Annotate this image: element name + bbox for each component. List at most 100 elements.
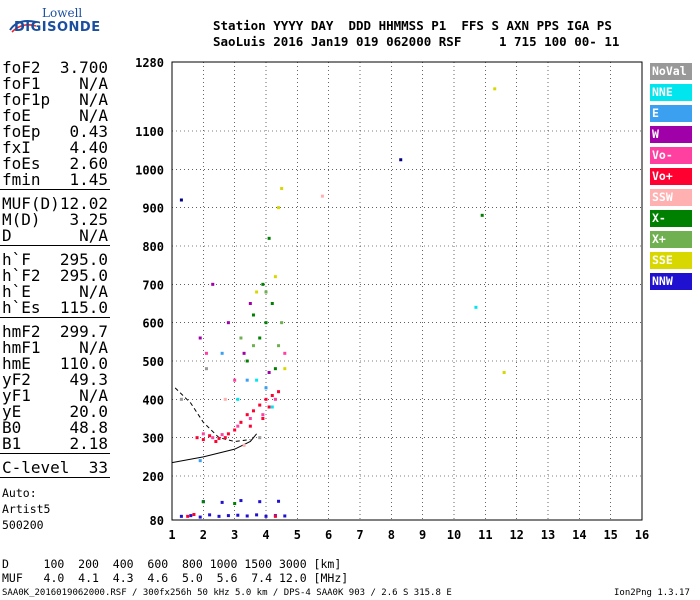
- param-row-fof1p: foF1p N/A: [2, 90, 110, 109]
- data-point-nnw: [226, 514, 230, 518]
- data-point-w: [198, 336, 202, 340]
- x-tick-label: 3: [231, 528, 238, 542]
- param-key: hmE: [2, 354, 31, 373]
- param-row-hmf2: hmF2 299.7: [2, 322, 110, 341]
- param-separator: [0, 453, 110, 454]
- data-point-nne: [474, 305, 478, 309]
- x-tick-label: 4: [262, 528, 269, 542]
- param-key: B0: [2, 418, 22, 437]
- data-point-w: [267, 371, 271, 374]
- data-point-vo: [261, 413, 265, 417]
- data-point-vo: [192, 513, 196, 516]
- data-point-vo: [233, 378, 237, 382]
- param-value: 49.3: [69, 370, 108, 389]
- param-key: yF2: [2, 370, 31, 389]
- data-point-vo: [273, 514, 277, 518]
- data-point-vo: [261, 417, 265, 420]
- param-row-b0: B0 48.8: [2, 418, 110, 437]
- param-row-fmin: fmin 1.45: [2, 170, 110, 189]
- param-value: N/A: [79, 338, 108, 357]
- data-point-vo: [277, 390, 281, 394]
- data-point-w: [226, 321, 230, 325]
- param-key: fmin: [2, 170, 41, 189]
- data-point-noval: [179, 397, 183, 401]
- legend-item-w: W: [650, 126, 692, 143]
- legend-item-e: E: [650, 105, 692, 122]
- data-point-vo: [223, 436, 227, 440]
- data-point-nnw: [239, 499, 243, 503]
- logo-line2: DIGISONDE: [14, 20, 101, 35]
- x-tick-label: 13: [541, 528, 555, 542]
- data-point-vo: [233, 428, 237, 432]
- data-point-vo: [258, 403, 262, 407]
- data-point-vo: [211, 436, 215, 440]
- legend-item-x: X-: [650, 210, 692, 227]
- data-point-nnw: [236, 513, 240, 517]
- param-value: 2.60: [69, 154, 108, 173]
- param-key: C-level: [2, 458, 70, 477]
- param-value: N/A: [79, 106, 108, 125]
- x-tick-label: 5: [294, 528, 301, 542]
- plot-frame: [171, 61, 643, 521]
- param-key: foE: [2, 106, 31, 125]
- x-tick-label: 2: [200, 528, 207, 542]
- param-row-hme: hmE 110.0: [2, 354, 110, 373]
- data-point-vo: [245, 413, 249, 417]
- data-point-w: [248, 302, 252, 305]
- param-key: MUF(D): [2, 194, 60, 213]
- param-separator: [0, 245, 110, 246]
- data-point-x: [277, 344, 281, 348]
- y-tick-label: 300: [142, 432, 164, 446]
- footer-muf-row: MUF 4.0 4.1 4.3 4.6 5.0 5.6 7.4 12.0 [MH…: [2, 571, 349, 585]
- param-value: N/A: [79, 386, 108, 405]
- data-point-nne: [236, 397, 240, 401]
- data-point-w: [242, 351, 246, 355]
- header-row1: Station YYYY DAY DDD HHMMSS P1 FFS S AXN…: [213, 18, 612, 33]
- data-point-nnw: [198, 515, 202, 519]
- param-value: 0.43: [69, 122, 108, 141]
- footer-distance-row: D 100 200 400 600 800 1000 1500 3000 [km…: [2, 557, 342, 571]
- param-key: D: [2, 226, 12, 245]
- param-value: 295.0: [59, 250, 108, 269]
- y-tick-label: 800: [142, 240, 164, 254]
- param-key: B1: [2, 434, 22, 453]
- y-tick-label: 400: [142, 393, 164, 407]
- data-point-e: [245, 378, 249, 382]
- data-point-nnw: [255, 513, 259, 517]
- data-point-x: [480, 213, 484, 217]
- data-point-x: [264, 321, 268, 325]
- x-tick-label: 12: [509, 528, 523, 542]
- param-key: foEp: [2, 122, 41, 141]
- data-point-nnw: [208, 513, 212, 517]
- data-point-vo: [236, 424, 240, 428]
- param-key: h`F: [2, 250, 31, 269]
- param-row-hmf1: hmF1 N/A: [2, 338, 110, 357]
- param-value: 48.8: [69, 418, 108, 437]
- autoscaling-text: Auto:: [2, 486, 37, 500]
- data-point-nnw: [245, 514, 249, 518]
- data-point-noval: [258, 436, 262, 440]
- param-row-hf: h`F 295.0: [2, 250, 110, 269]
- y-tick-label: 500: [142, 355, 164, 369]
- profile-line: [171, 433, 257, 464]
- param-key: yF1: [2, 386, 31, 405]
- param-row-hes: h`Es 115.0: [2, 298, 110, 317]
- y-tick-label: 900: [142, 202, 164, 216]
- x-tick-label: 11: [478, 528, 492, 542]
- data-point-sse: [255, 290, 259, 294]
- param-row-fof1: foF1 N/A: [2, 74, 110, 93]
- data-point-x: [245, 359, 249, 363]
- footer-file-info: SAA0K_2016019062000.RSF / 300fx256h 50 k…: [2, 588, 452, 598]
- data-point-vo: [201, 438, 205, 442]
- param-row-foep: foEp 0.43: [2, 122, 110, 141]
- data-point-vo: [186, 514, 190, 518]
- data-point-vo: [204, 351, 208, 355]
- data-point-nnw: [264, 514, 268, 518]
- param-row-d: D N/A: [2, 226, 110, 245]
- x-tick-label: 14: [572, 528, 586, 542]
- param-key: M(D): [2, 210, 41, 229]
- data-point-nnw: [258, 500, 262, 504]
- x-tick-label: 1: [168, 528, 175, 542]
- param-key: h`F2: [2, 266, 41, 285]
